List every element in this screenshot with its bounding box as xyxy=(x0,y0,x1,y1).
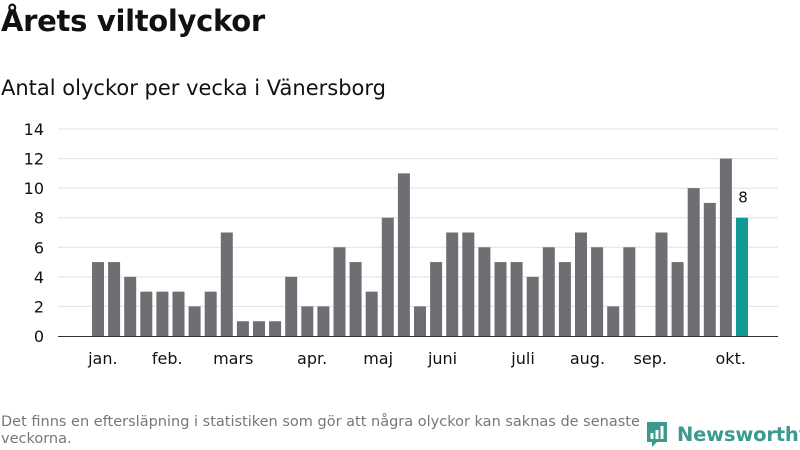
data-label: 8 xyxy=(738,189,748,207)
x-tick-label: jan. xyxy=(87,349,117,368)
bars xyxy=(92,158,748,336)
bar xyxy=(687,188,700,336)
y-tick-label: 2 xyxy=(34,297,44,316)
y-tick-label: 0 xyxy=(34,327,44,346)
x-tick-label: juni xyxy=(427,349,457,368)
bar xyxy=(140,291,153,336)
bar xyxy=(430,262,443,336)
bar xyxy=(285,276,298,336)
bar xyxy=(92,262,104,336)
bar xyxy=(317,306,330,336)
bar xyxy=(172,291,185,336)
bar xyxy=(253,321,265,336)
bar-highlighted xyxy=(736,217,748,336)
bar xyxy=(575,232,587,336)
bar xyxy=(220,232,233,336)
bar-chart: 0 2 4 6 8 10 12 14 jan. feb. mars apr. maj juni juli a… xyxy=(24,120,778,368)
data-labels: 8 xyxy=(738,189,748,207)
bar xyxy=(446,232,459,336)
x-tick-label: aug. xyxy=(570,349,605,368)
bar xyxy=(494,262,507,336)
bar xyxy=(204,291,217,336)
bar xyxy=(542,247,555,336)
footnote: Det finns en eftersläpning i statistiken… xyxy=(1,414,640,447)
bar xyxy=(671,262,684,336)
bar xyxy=(414,306,426,336)
bar xyxy=(156,291,169,336)
bar xyxy=(655,232,668,336)
chart-title: Årets viltolyckor xyxy=(1,4,265,38)
bar xyxy=(124,276,137,336)
bar xyxy=(333,247,346,336)
x-tick-label: okt. xyxy=(716,349,746,368)
bar xyxy=(269,321,282,336)
x-axis-month-labels: jan. feb. mars apr. maj juni juli aug. sep. okt. xyxy=(87,349,746,368)
brand-name: Newsworthy xyxy=(677,422,800,446)
bar xyxy=(526,276,539,336)
bar xyxy=(108,262,121,336)
newsworthy-chart-icon xyxy=(647,422,667,447)
y-tick-label: 14 xyxy=(24,120,44,139)
bar xyxy=(703,202,716,336)
x-tick-label: mars xyxy=(213,349,253,368)
bar xyxy=(591,247,604,336)
gridlines xyxy=(58,128,778,307)
y-axis-ticks: 0 2 4 6 8 10 12 14 xyxy=(24,120,44,346)
bar xyxy=(236,321,249,336)
bar xyxy=(301,306,314,336)
bar xyxy=(719,158,732,336)
bar xyxy=(188,306,201,336)
y-tick-label: 4 xyxy=(34,268,44,287)
bar xyxy=(365,291,378,336)
x-tick-label: apr. xyxy=(297,349,327,368)
y-tick-label: 8 xyxy=(34,209,44,228)
chart-subtitle: Antal olyckor per vecka i Vänersborg xyxy=(1,76,386,100)
x-tick-label: juli xyxy=(510,349,534,368)
bar xyxy=(478,247,491,336)
y-tick-label: 12 xyxy=(24,150,44,169)
y-tick-label: 10 xyxy=(24,179,44,198)
bar xyxy=(607,306,620,336)
x-tick-label: sep. xyxy=(634,349,667,368)
y-tick-label: 6 xyxy=(34,238,44,257)
newsworthy-logo: Newsworthy xyxy=(645,420,800,448)
bar xyxy=(510,262,523,336)
x-tick-label: feb. xyxy=(152,349,183,368)
bar xyxy=(397,173,410,336)
bar xyxy=(462,232,475,336)
bar xyxy=(558,262,571,336)
x-tick-label: maj xyxy=(363,349,393,368)
bar xyxy=(623,247,636,336)
bar xyxy=(349,262,362,336)
bar xyxy=(381,217,394,336)
